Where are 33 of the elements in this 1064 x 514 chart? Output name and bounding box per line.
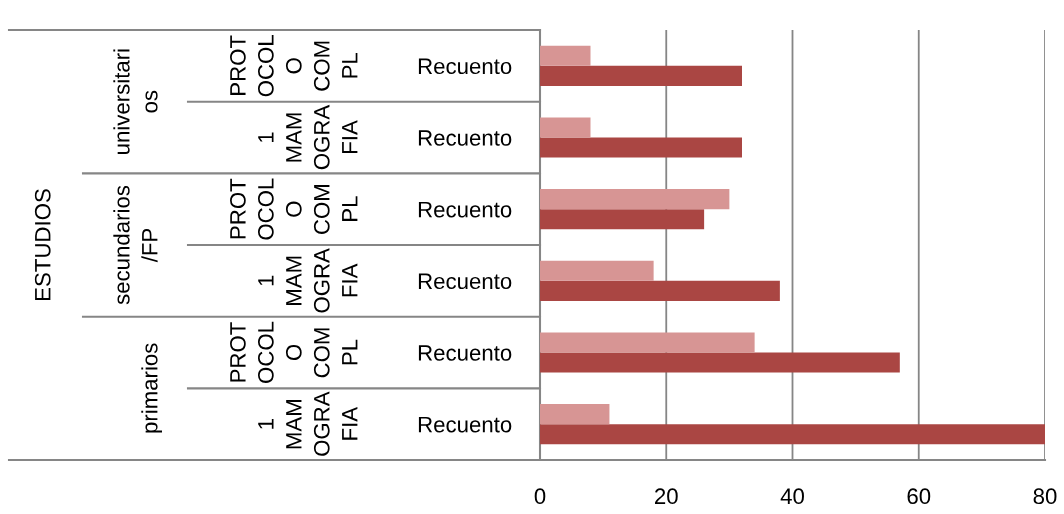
bar: [540, 189, 730, 210]
text: 1 MAM OGRA FIA: [258, 104, 358, 170]
bar: [540, 332, 755, 353]
bar: [540, 352, 900, 373]
x-tick-label: 80: [1033, 488, 1057, 505]
y-tick-label: Recuento: [418, 130, 512, 146]
y-tick-label: Recuento: [418, 201, 512, 218]
bar: [540, 209, 705, 230]
text: 1 MAM OGRA FIA: [258, 248, 358, 313]
bar: [540, 45, 591, 66]
bar: [540, 137, 742, 158]
bar: [540, 260, 654, 281]
bar: [540, 280, 780, 301]
y-tick-label: Recuento: [418, 58, 512, 75]
y-tick-label: Recuento: [418, 273, 512, 290]
x-tick-label: 0: [534, 488, 546, 505]
bar: [540, 65, 742, 86]
y-tick-label: Recuento: [418, 416, 512, 433]
text: PROT OCOL O COM PL: [230, 178, 358, 240]
text: 1 MAM OGRA FIA: [258, 391, 358, 456]
x-tick-label: 60: [907, 488, 931, 505]
text: secundarios /FP: [113, 185, 158, 305]
text: universitari os: [113, 49, 158, 154]
text: PROT OCOL O COM PL: [230, 35, 358, 97]
text: ESTUDIOS: [34, 189, 51, 300]
bar: [540, 117, 591, 138]
bar: [540, 404, 610, 425]
y-tick-label: Recuento: [418, 345, 512, 361]
x-tick-label: 40: [780, 488, 804, 505]
bar: [540, 424, 1045, 445]
x-tick-label: 20: [655, 488, 678, 505]
text: primarios: [141, 343, 162, 433]
text: PROT OCOL O COM PL: [230, 321, 358, 383]
